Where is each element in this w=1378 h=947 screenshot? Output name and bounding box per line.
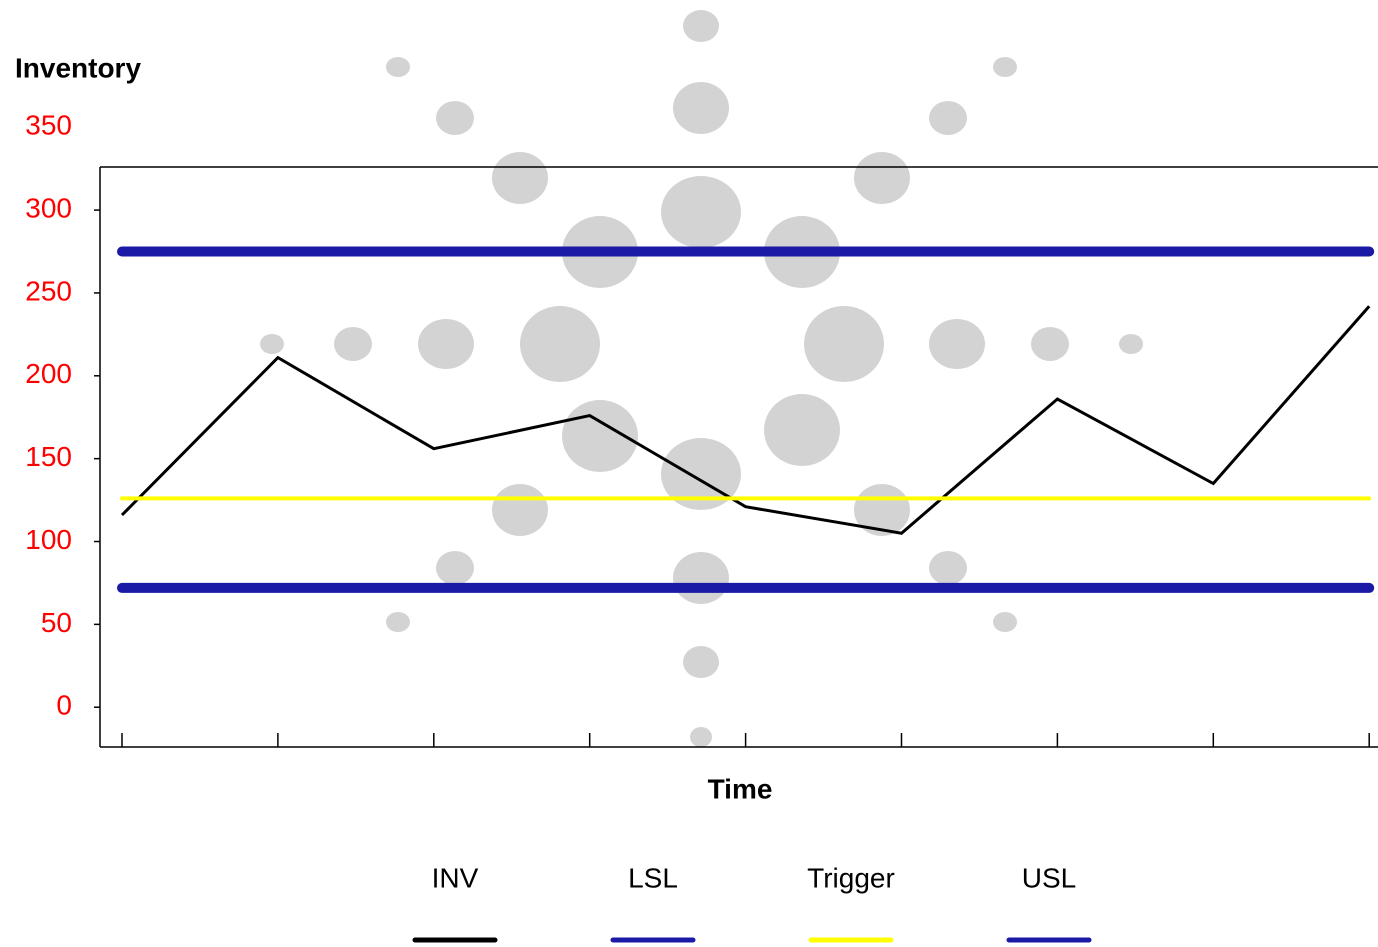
legend-label: Trigger <box>807 862 895 893</box>
y-tick-label: 100 <box>25 524 72 555</box>
legend-label: INV <box>432 862 479 893</box>
y-tick-label: 350 <box>25 110 72 141</box>
legend-label: USL <box>1022 862 1076 893</box>
y-tick-label: 50 <box>41 607 72 638</box>
y-tick-label: 200 <box>25 358 72 389</box>
y-tick-label: 0 <box>56 690 72 721</box>
y-tick-label: 150 <box>25 441 72 472</box>
legend-label: LSL <box>628 862 678 893</box>
y-tick-label: 250 <box>25 275 72 306</box>
series-line <box>120 305 1371 535</box>
background-decoration <box>260 10 1143 747</box>
y-axis-title: Inventory <box>15 52 141 83</box>
x-axis-title: Time <box>708 773 773 804</box>
y-tick-label: 300 <box>25 192 72 223</box>
